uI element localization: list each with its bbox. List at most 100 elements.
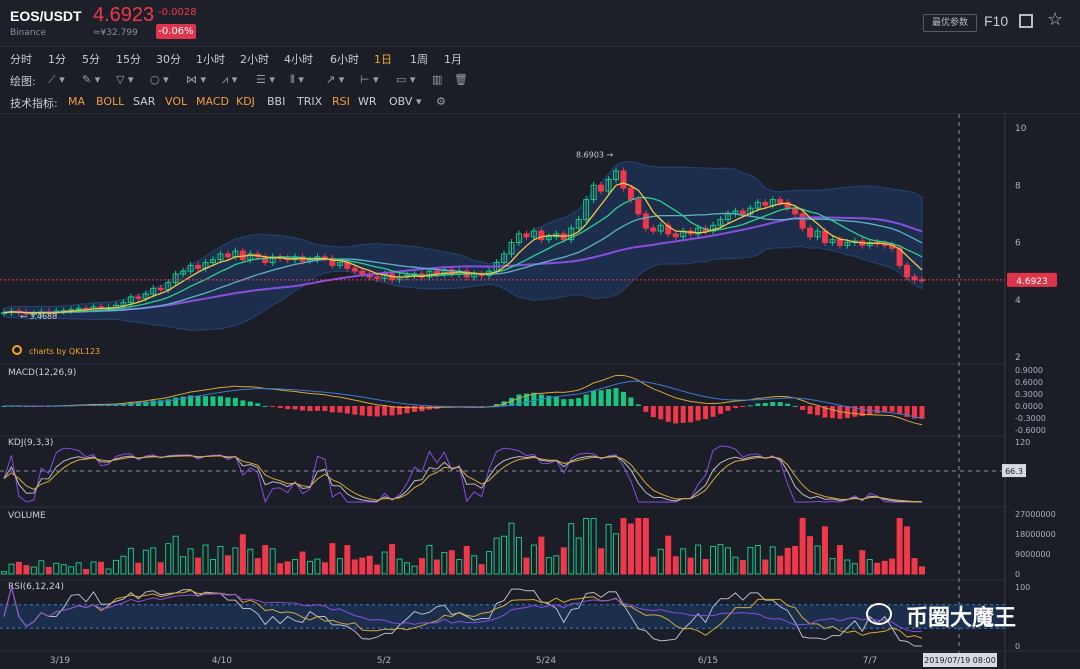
macd-bar xyxy=(411,406,417,412)
candle xyxy=(336,262,343,266)
candle xyxy=(799,213,806,229)
fib-tool-icon[interactable]: ☰ ▾ xyxy=(256,73,275,86)
timeframe-4[interactable]: 30分 xyxy=(156,53,181,66)
volume-bar xyxy=(381,551,388,575)
volume-bar xyxy=(195,557,202,575)
pattern-tool-icon[interactable]: ⩘ ▾ xyxy=(222,73,238,86)
volume-bar xyxy=(583,517,590,575)
pair-name[interactable]: EOS/USDT xyxy=(10,8,82,24)
macd-tick: -0.3000 xyxy=(1015,414,1046,423)
timeframe-1[interactable]: 1分 xyxy=(48,53,66,66)
arrow-tool-icon[interactable]: ↗ ▾ xyxy=(326,73,345,86)
price-tick-10: 10 xyxy=(1015,124,1027,134)
timeframe-8[interactable]: 6小时 xyxy=(330,53,359,66)
candle xyxy=(329,257,336,266)
measure-tool-icon[interactable]: ⊢ ▾ xyxy=(360,73,379,86)
timeframe-9[interactable]: 1日 xyxy=(374,53,392,66)
bars-tool-icon[interactable]: ▥ xyxy=(432,73,443,86)
timeframe-2[interactable]: 5分 xyxy=(82,53,100,66)
indicator-kdj[interactable]: KDJ xyxy=(236,95,255,108)
timeframe-3[interactable]: 15分 xyxy=(116,53,141,66)
last-price: 4.6923 xyxy=(93,4,155,26)
macd-bar xyxy=(165,399,171,406)
volume-tick: 0 xyxy=(1015,570,1020,579)
volume-bar xyxy=(135,562,142,575)
pen-tool-icon[interactable]: ✎ ▾ xyxy=(82,73,101,86)
timeframe-5[interactable]: 1小时 xyxy=(196,53,225,66)
candle xyxy=(150,287,157,295)
gear-icon[interactable]: ⚙ xyxy=(436,95,446,108)
macd-bar xyxy=(277,406,283,408)
indicator-obv[interactable]: OBV xyxy=(389,95,413,108)
indicator-ma[interactable]: MA xyxy=(68,95,86,108)
macd-bar xyxy=(688,406,694,423)
chart-area[interactable]: 2 4 6 8 10 4.6923 8.6903 → ← 3.4688 charts by QK… xyxy=(0,114,1080,669)
timeframe-bar: 分时 1分 5分 15分 30分 1小时 2小时 4小时 6小时 1日 1周 1月 xyxy=(0,47,1080,69)
volume-tick: 9000000 xyxy=(1015,550,1051,559)
volume-bar xyxy=(374,564,381,575)
kdj-current-label: 66.3 xyxy=(1005,467,1023,476)
indicator-macd[interactable]: MACD xyxy=(196,95,229,108)
circle-tool-icon[interactable]: ○ ▾ xyxy=(150,73,169,86)
candle xyxy=(187,264,194,272)
macd-bar xyxy=(300,406,306,411)
candle xyxy=(665,224,672,235)
line-tool-icon[interactable]: ⟋ ▾ xyxy=(48,73,65,86)
candle xyxy=(180,270,187,275)
volume-bar xyxy=(702,559,709,575)
indicator-rsi[interactable]: RSI xyxy=(332,95,350,108)
timeframe-11[interactable]: 1月 xyxy=(444,53,462,66)
indicator-vol[interactable]: VOL xyxy=(165,95,188,108)
candle xyxy=(359,270,366,275)
f10-button[interactable]: F10 xyxy=(984,13,1009,29)
macd-bar xyxy=(680,406,686,423)
x-tick-4: 6/15 xyxy=(698,656,718,666)
volume-bar xyxy=(680,548,687,575)
macd-bar xyxy=(703,406,709,420)
timeframe-10[interactable]: 1周 xyxy=(410,53,428,66)
obv-dropdown-icon[interactable]: ▾ xyxy=(416,95,422,108)
indicator-label: 技术指标: xyxy=(10,97,58,110)
angle-tool-icon[interactable]: ▽ ▾ xyxy=(116,73,134,86)
best-params-button[interactable]: 最优参数 xyxy=(923,14,977,32)
volume-bar xyxy=(530,544,537,575)
min-annotation: ← 3.4688 xyxy=(20,312,57,321)
macd-bar xyxy=(337,406,343,413)
volume-bar xyxy=(321,562,328,575)
volume-bar xyxy=(859,550,866,575)
kdj-d-line xyxy=(3,455,923,503)
volume-bar xyxy=(366,555,373,575)
candle xyxy=(620,170,627,189)
volume-bar xyxy=(53,562,60,575)
candle xyxy=(127,296,134,304)
trash-icon[interactable]: 🗑 xyxy=(454,73,468,86)
volume-bar xyxy=(90,561,97,575)
volume-bar xyxy=(478,564,485,575)
fullscreen-icon[interactable] xyxy=(1019,14,1033,28)
macd-bar xyxy=(725,406,731,411)
timeframe-0[interactable]: 分时 xyxy=(10,53,32,66)
star-icon[interactable]: ☆ xyxy=(1047,9,1064,30)
candle xyxy=(209,259,216,264)
timeframe-7[interactable]: 4小时 xyxy=(284,53,313,66)
macd-bar xyxy=(195,396,201,406)
indicator-trix[interactable]: TRIX xyxy=(297,95,323,108)
indicator-sar[interactable]: SAR xyxy=(133,95,156,108)
indicator-wr[interactable]: WR xyxy=(358,95,377,108)
candle xyxy=(657,224,664,232)
volume-bar xyxy=(180,556,187,575)
macd-bar xyxy=(150,400,156,406)
wave-tool-icon[interactable]: ⋈ ▾ xyxy=(186,73,207,86)
x-tick-1: 4/10 xyxy=(212,656,232,666)
volume-bar xyxy=(60,564,67,575)
comment-tool-icon[interactable]: ▭ ▾ xyxy=(396,73,416,86)
volume-bar xyxy=(389,544,396,575)
volume-bar xyxy=(545,557,552,575)
indicator-bbi[interactable]: BBI xyxy=(267,95,286,108)
indicator-boll[interactable]: BOLL xyxy=(96,95,125,108)
timeframe-6[interactable]: 2小时 xyxy=(240,53,269,66)
gann-tool-icon[interactable]: ⦀ ▾ xyxy=(290,73,304,86)
macd-bar xyxy=(292,406,298,410)
macd-bar xyxy=(792,405,798,407)
volume-bar xyxy=(799,517,806,575)
